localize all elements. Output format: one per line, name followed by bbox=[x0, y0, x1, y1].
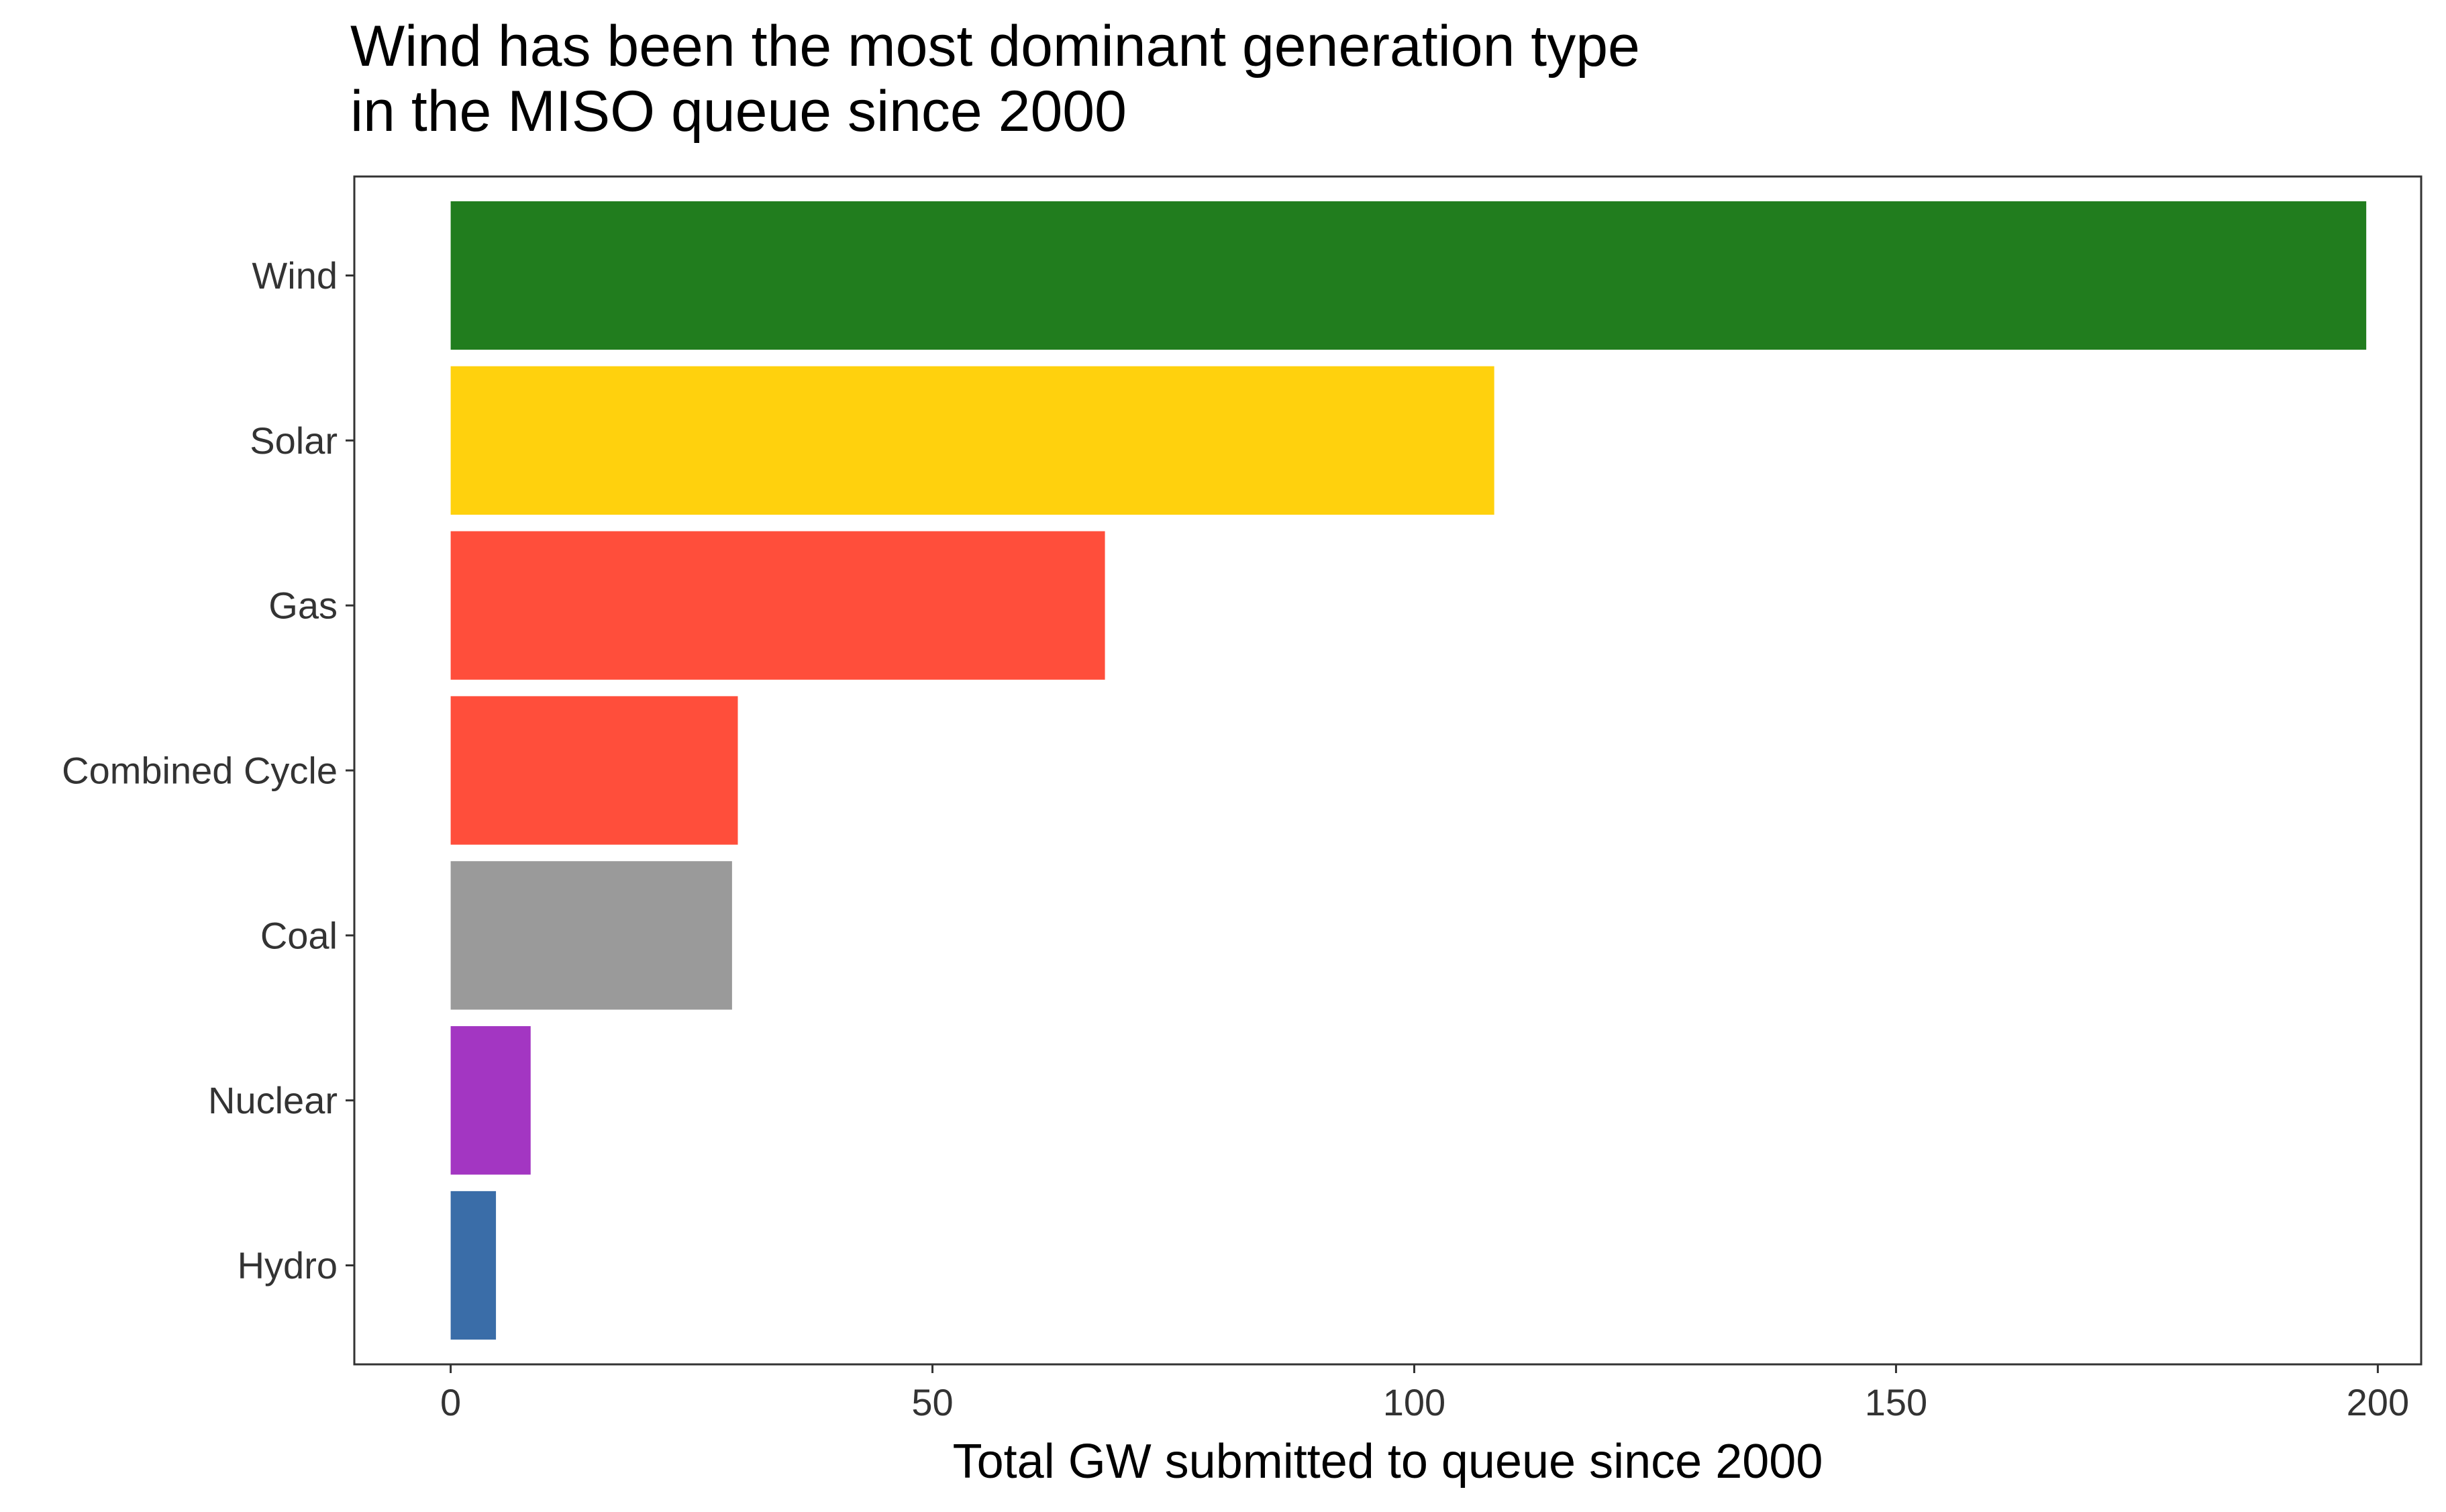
x-tick-label: 100 bbox=[1383, 1381, 1445, 1423]
chart-title-line-1: Wind has been the most dominant generati… bbox=[350, 14, 1640, 79]
bar-nuclear bbox=[450, 1026, 531, 1175]
y-tick-label: Gas bbox=[268, 585, 338, 627]
bar-solar bbox=[450, 366, 1494, 515]
bars-group bbox=[450, 201, 2367, 1340]
x-tick-label: 150 bbox=[1865, 1381, 1927, 1423]
y-axis: Wind Solar Gas Combined Cycle Coal Nuclear Hyd… bbox=[62, 254, 354, 1287]
y-tick-label: Hydro bbox=[238, 1244, 338, 1287]
x-axis: 0 50 100 150 200 bbox=[440, 1364, 2409, 1423]
y-tick-label: Wind bbox=[252, 254, 338, 297]
bar-hydro bbox=[450, 1191, 497, 1340]
bar-wind bbox=[450, 201, 2367, 350]
y-tick-label: Coal bbox=[260, 914, 338, 956]
y-tick-label: Solar bbox=[250, 419, 338, 462]
bar-gas bbox=[450, 531, 1105, 680]
y-tick-label: Combined Cycle bbox=[62, 750, 338, 792]
y-tick-label: Nuclear bbox=[208, 1079, 338, 1121]
bar-coal bbox=[450, 861, 732, 1010]
x-tick-label: 200 bbox=[2347, 1381, 2409, 1423]
x-tick-label: 0 bbox=[440, 1381, 461, 1423]
chart-title-line-2: in the MISO queue since 2000 bbox=[350, 79, 1127, 144]
bar-combined-cycle bbox=[450, 696, 738, 845]
x-tick-label: 50 bbox=[911, 1381, 953, 1423]
x-axis-title: Total GW submitted to queue since 2000 bbox=[953, 1435, 1823, 1489]
